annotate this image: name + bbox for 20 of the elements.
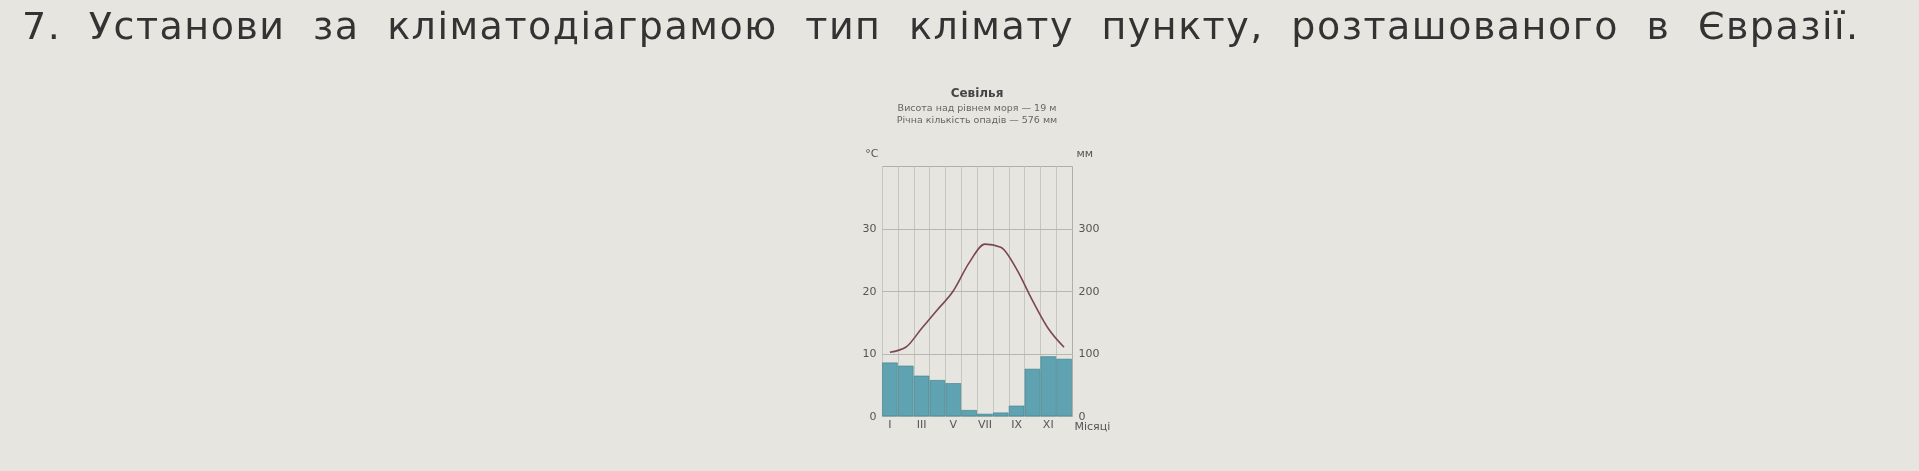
y-tick-label: 10 — [862, 347, 877, 360]
x-tick-label: V — [949, 417, 958, 431]
chart-title: Севілья — [950, 86, 1004, 100]
y-tick-label: 20 — [862, 284, 877, 298]
x-tick-label: III — [916, 417, 927, 431]
text: 7. Установи за кліматодіаграмою тип клімату пункту, розташованого в Євразії. — [22, 4, 1860, 48]
y2-tick-label: 100 — [1078, 347, 1100, 360]
x-tick-label: VII — [977, 417, 992, 431]
text: Висота над рівнем моря — 19 м — [897, 102, 1057, 113]
y2-tick-label: 200 — [1078, 284, 1100, 298]
line-series — [889, 243, 1065, 354]
x-tick-label: I — [888, 417, 892, 431]
text: Річна кількість опадів — 576 мм — [896, 113, 1058, 125]
y2-axis-title: мм — [1076, 146, 1094, 160]
y-axis-title: °C — [865, 146, 879, 160]
y-tick-label: 0 — [869, 409, 877, 423]
y-tick-label: 30 — [862, 222, 877, 235]
y2-tick-label: 300 — [1078, 222, 1100, 235]
x-tick-label: XI — [1042, 417, 1054, 431]
x-tick-label: IX — [1011, 417, 1023, 431]
